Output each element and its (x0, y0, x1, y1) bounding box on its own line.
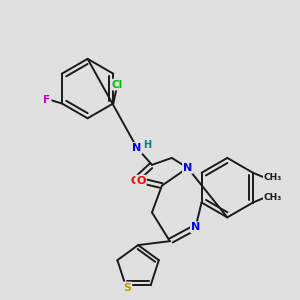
Text: CH₃: CH₃ (264, 173, 282, 182)
Text: S: S (123, 283, 131, 292)
Text: N: N (133, 143, 142, 153)
Text: O: O (130, 176, 140, 186)
Text: CH₃: CH₃ (264, 193, 282, 202)
Text: N: N (183, 163, 192, 173)
Text: N: N (191, 222, 200, 232)
Text: Cl: Cl (112, 80, 123, 90)
Text: H: H (143, 140, 151, 150)
Text: O: O (136, 176, 146, 186)
Text: F: F (44, 95, 50, 106)
